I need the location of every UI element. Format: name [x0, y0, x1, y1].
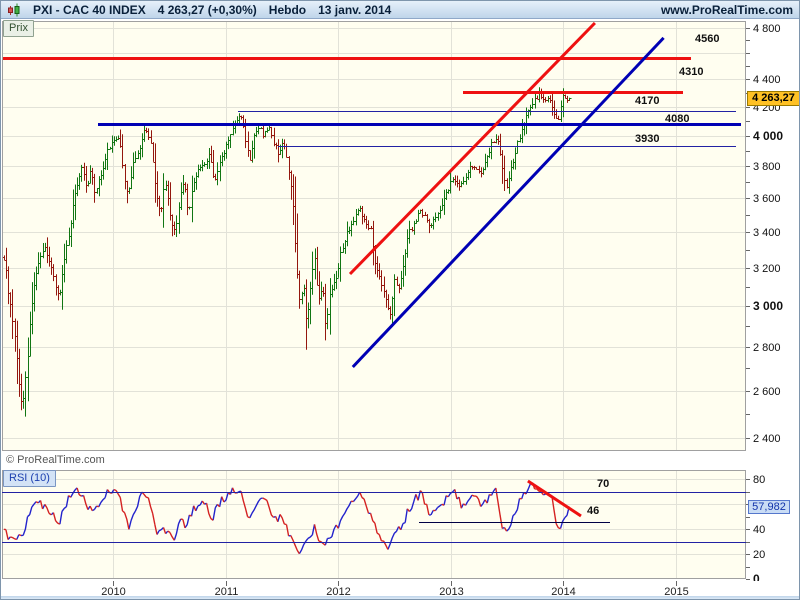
year-label: 2011 — [215, 586, 239, 598]
bottom-bar — [1, 596, 799, 599]
level-annotation-4560: 4560 — [695, 33, 719, 45]
rsi-gridlines — [3, 471, 745, 578]
copyright-text: © ProRealTime.com — [6, 454, 105, 466]
price-axis-label: 2 400 — [753, 433, 781, 445]
year-label: 2012 — [326, 586, 350, 598]
rsi-value-badge: 57,982 — [748, 500, 790, 514]
price-axis-label: 3 000 — [753, 299, 783, 313]
rsi-line-falling — [3, 482, 561, 555]
time-axis[interactable]: 2010 2011 2012 2013 2014 2015 — [1, 581, 800, 598]
last-price-badge: 4 263,27 — [747, 91, 799, 106]
price-axis-label: 4 800 — [753, 23, 781, 35]
level-annotation-4080: 4080 — [665, 113, 689, 125]
chart-title-bar: PXI - CAC 40 INDEX 4 263,27 (+0,30%) Heb… — [1, 1, 799, 19]
price-axis-label: 3 400 — [753, 227, 781, 239]
rsi-axis-label: 0 — [753, 572, 760, 581]
red-ascending-trendline[interactable] — [348, 22, 596, 276]
rsi-red-descending-trendline[interactable] — [527, 479, 582, 518]
candlestick-chart-icon — [7, 3, 21, 17]
price-axis-label: 3 200 — [753, 263, 781, 275]
price-axis-label: 2 600 — [753, 386, 781, 398]
price-axis-label: 4 000 — [753, 129, 783, 143]
ohlc-bars — [3, 87, 572, 417]
rsi-axis-label: 40 — [753, 524, 765, 536]
ohlc-bars-down — [3, 88, 570, 411]
price-overlays — [3, 22, 741, 369]
level-annotation-4170: 4170 — [635, 95, 659, 107]
date-label: 13 janv. 2014 — [318, 2, 392, 17]
rsi-level-annotation-70: 70 — [597, 478, 609, 490]
blue-ascending-trendline[interactable] — [351, 36, 665, 369]
instrument-name: PXI - CAC 40 INDEX — [33, 2, 146, 17]
tab-prix[interactable]: Prix — [3, 20, 34, 37]
site-label: www.ProRealTime.com — [660, 2, 793, 17]
year-label: 2014 — [551, 586, 575, 598]
rsi-line-rising — [7, 482, 570, 555]
rsi-axis-bg — [747, 451, 799, 581]
price-axis-label: 2 800 — [753, 342, 781, 354]
price-gridlines — [3, 22, 745, 450]
year-label: 2013 — [439, 586, 463, 598]
rsi-level-annotation-46: 46 — [587, 505, 599, 517]
price-axis-label: 4 400 — [753, 74, 781, 86]
level-annotation-3930: 3930 — [635, 133, 659, 145]
rsi-axis-label: 80 — [753, 474, 765, 486]
timeframe-label: Hebdo — [268, 2, 307, 17]
copyright-strip: © ProRealTime.com — [1, 451, 799, 470]
tab-rsi[interactable]: RSI (10) — [3, 470, 56, 487]
price-axis-label: 3 600 — [753, 193, 781, 205]
rsi-axis-label: 20 — [753, 549, 765, 561]
year-label: 2010 — [101, 586, 125, 598]
level-annotation-4310: 4310 — [679, 66, 703, 78]
year-label: 2015 — [664, 586, 688, 598]
price-axis-label: 3 800 — [753, 161, 781, 173]
rsi-line — [3, 482, 570, 555]
rsi-plot-background — [2, 470, 746, 579]
time-axis-bg — [1, 581, 799, 598]
last-price-and-change: 4 263,27 (+0,30%) — [157, 2, 257, 17]
rsi-pane[interactable]: 70 46 80 40 20 0 — [1, 451, 800, 581]
